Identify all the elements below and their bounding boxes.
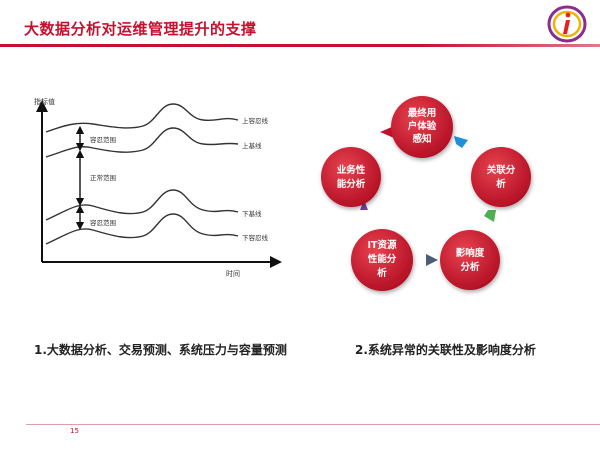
slide-title: 大数据分析对运维管理提升的支撑 [24,20,257,38]
cycle-node-business-performance [321,147,381,207]
cycle-node-business-performance-line-1: 业务性 [337,164,366,176]
page-number: 15 [70,427,79,435]
upper-tolerance-line [45,103,239,133]
cycle-node-impact-analysis-line-2: 分析 [460,261,480,273]
logo-stem [563,20,570,34]
upper-baseline-label: 上基线 [242,141,262,150]
upper-baseline-line [45,127,239,158]
lower-baseline-label: 下基线 [242,209,262,218]
cycle-node-it-resource-performance-line-2: 性能分 [368,253,397,265]
normal-range-label: 正常范围 [90,173,116,182]
cycle-node-correlation-analysis-line-2: 析 [496,178,506,190]
cycle-node-it-resource-performance-line-1: IT资源 [367,239,397,251]
cycle-diagram: 最终用 户体验 感知 关联分 析 影响度 分析 IT资源 性能分 析 业务性 能… [321,96,531,291]
lower-tolerance-label: 下容忍线 [242,233,269,242]
caption-left: 1.大数据分析、交易预测、系统压力与容量预测 [34,343,287,357]
upper-tolerance-range-label: 容忍范围 [90,135,116,144]
lower-tolerance-range-label: 容忍范围 [90,218,116,227]
cycle-node-correlation-analysis-line-1: 关联分 [487,164,516,176]
cycle-arrow-1 [454,136,468,148]
cycle-arrow-5 [380,126,394,138]
cycle-node-business-performance-line-2: 能分析 [337,178,366,190]
upper-tolerance-label: 上容忍线 [242,116,269,125]
cycle-arrow-2 [484,210,496,222]
baseline-chart: 指标值 时间 上容忍线 上基线 下基线 下容忍线 容忍范围 正常范围 容忍范围 [34,97,282,278]
logo-dot [565,12,571,18]
logo-ring-inner [552,10,582,38]
footer-rule [26,424,600,425]
cycle-node-it-resource-performance [351,229,413,291]
caption-right: 2.系统异常的关联性及影响度分析 [355,343,536,357]
title-rule [0,44,600,47]
cycle-arrow-4 [360,200,368,210]
lower-tolerance-line [45,213,239,245]
x-axis-label: 时间 [226,269,240,278]
cycle-node-correlation-analysis [471,147,531,207]
cycle-node-user-experience-line-1: 最终用 [408,107,437,119]
cycle-node-impact-analysis-line-1: 影响度 [456,247,485,259]
cycle-node-user-experience-line-2: 户体验 [407,120,437,132]
cycle-node-impact-analysis [440,230,500,290]
logo [547,5,587,43]
lower-baseline-line [45,189,239,221]
cycle-node-it-resource-performance-line-3: 析 [377,267,387,279]
cycle-node-user-experience-line-3: 感知 [412,133,431,145]
cycle-node-user-experience [391,96,453,158]
cycle-arrow-3 [426,254,438,266]
logo-ring-outer [547,5,587,43]
y-axis-label: 指标值 [34,97,55,106]
